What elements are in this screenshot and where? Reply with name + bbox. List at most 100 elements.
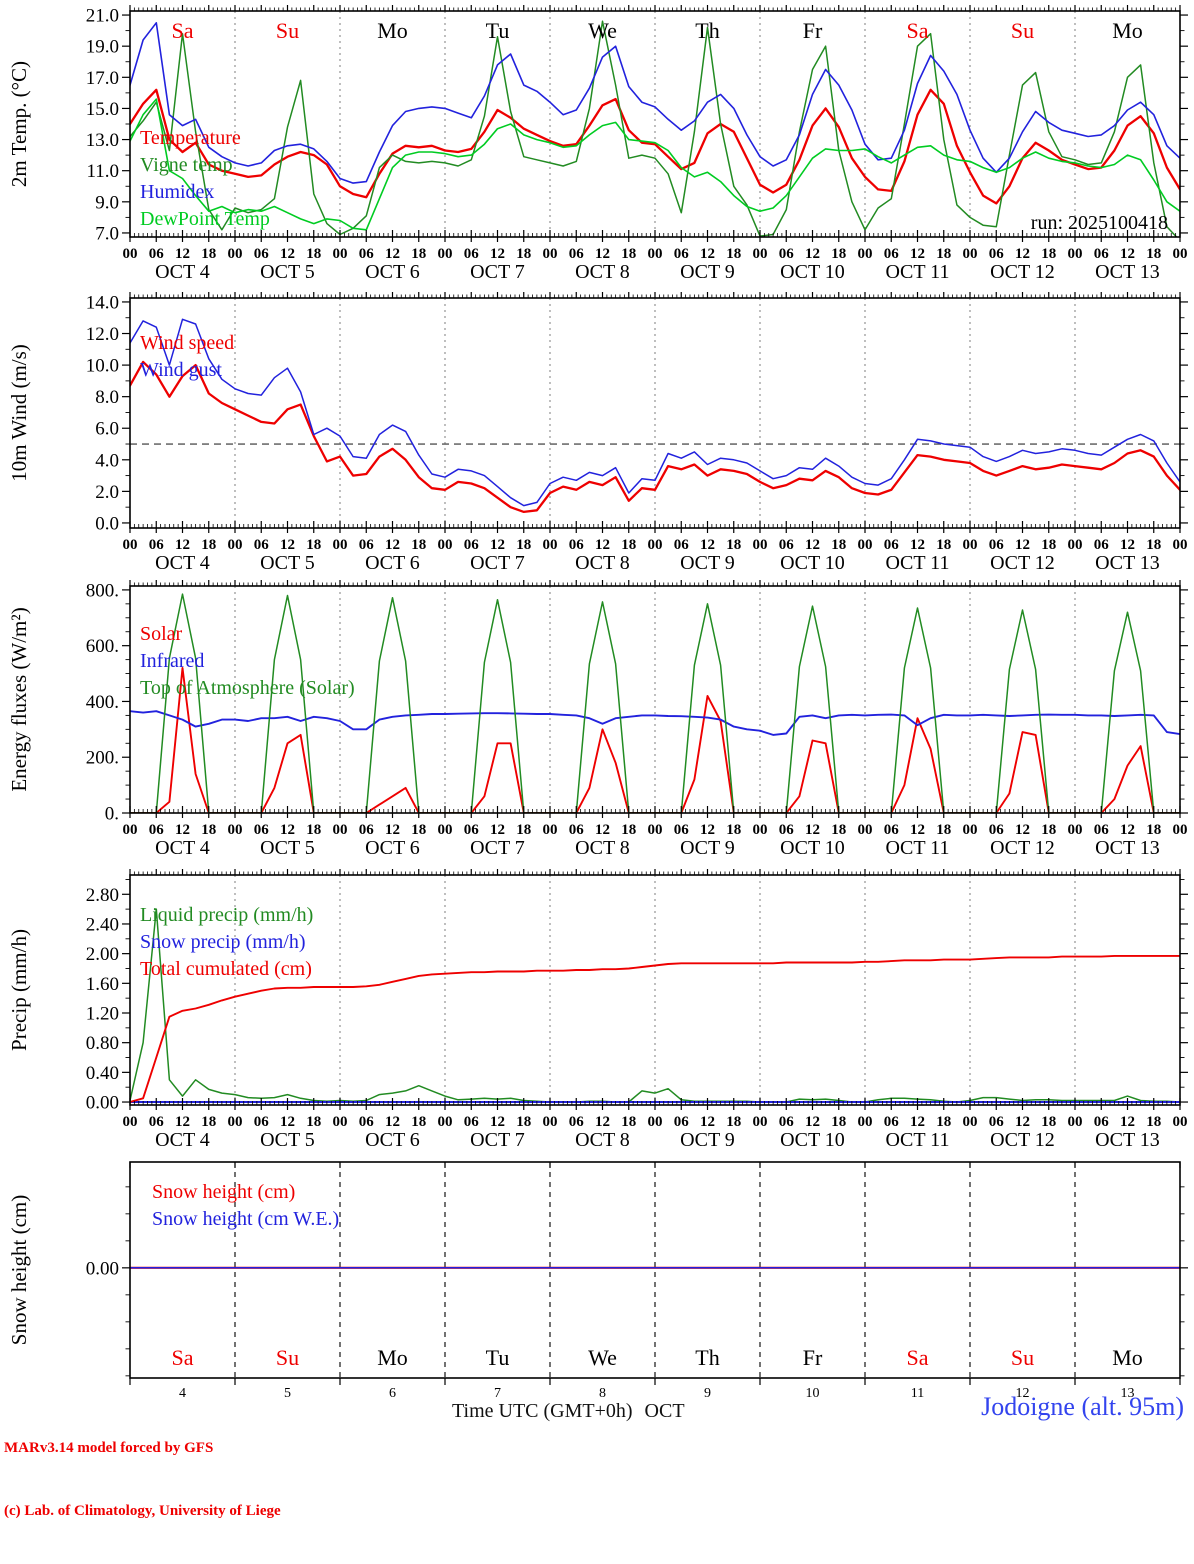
hour-label: 06 bbox=[989, 1114, 1005, 1130]
hour-label: 12 bbox=[1015, 1114, 1030, 1130]
hour-label: 18 bbox=[726, 537, 741, 553]
hour-label: 06 bbox=[884, 822, 900, 838]
hour-label: 00 bbox=[648, 822, 663, 838]
day-number: 4 bbox=[179, 1386, 186, 1401]
hour-label: 18 bbox=[936, 246, 951, 262]
hour-label: 12 bbox=[805, 1114, 820, 1130]
hour-label: 06 bbox=[989, 822, 1005, 838]
hour-label: 18 bbox=[621, 822, 636, 838]
series-dewpoint-temp bbox=[130, 98, 1180, 231]
hour-label: 12 bbox=[385, 1114, 400, 1130]
date-label: OCT 13 bbox=[1095, 552, 1160, 574]
hour-label: 06 bbox=[464, 246, 480, 262]
model-credit: MARv3.14 model forced by GFS (c) Lab. of… bbox=[4, 1396, 281, 1564]
hour-label: 06 bbox=[1094, 246, 1110, 262]
hour-label: 06 bbox=[569, 537, 585, 553]
y-tick-label: 15.0 bbox=[86, 99, 119, 120]
y-tick-label: 800. bbox=[86, 580, 119, 601]
weekday-label: Su bbox=[1011, 18, 1034, 43]
y-tick-label: 6.0 bbox=[95, 419, 119, 440]
series-total-cumulated-cm bbox=[130, 954, 1180, 1103]
legend-vigne-temp: Vigne temp bbox=[140, 154, 233, 176]
hour-label: 12 bbox=[1015, 537, 1030, 553]
hour-label: 06 bbox=[569, 246, 585, 262]
hour-label: 18 bbox=[516, 1114, 531, 1130]
date-label: OCT 10 bbox=[780, 1129, 845, 1151]
series-liquid-precip-mm-h bbox=[130, 908, 1180, 1103]
hour-label: 12 bbox=[385, 537, 400, 553]
hour-label: 18 bbox=[831, 246, 846, 262]
date-label: OCT 12 bbox=[990, 261, 1055, 283]
y-tick-label: 0.40 bbox=[86, 1063, 119, 1084]
y-tick-label: 17.0 bbox=[86, 68, 119, 89]
date-label: OCT 12 bbox=[990, 1129, 1055, 1151]
series-vigne-temp bbox=[130, 20, 1178, 237]
hour-label: 00 bbox=[333, 1114, 348, 1130]
series-top-of-atmosphere-solar bbox=[130, 593, 1180, 813]
hour-label: 00 bbox=[438, 1114, 453, 1130]
legend-infrared: Infrared bbox=[140, 650, 204, 672]
hour-label: 00 bbox=[858, 1114, 873, 1130]
hour-label: 00 bbox=[753, 822, 768, 838]
y-axis-title: Energy fluxes (W/m²) bbox=[7, 607, 31, 791]
hour-label: 06 bbox=[779, 537, 795, 553]
date-label: OCT 9 bbox=[680, 1129, 735, 1151]
hour-label: 06 bbox=[674, 537, 690, 553]
hour-label: 00 bbox=[438, 822, 453, 838]
hour-label: 06 bbox=[674, 1114, 690, 1130]
y-tick-label: 2.00 bbox=[86, 944, 119, 965]
hour-label: 00 bbox=[1068, 1114, 1083, 1130]
hour-label: 00 bbox=[1068, 537, 1083, 553]
hour-label: 12 bbox=[910, 537, 925, 553]
day-number: 8 bbox=[599, 1386, 606, 1401]
hour-label: 12 bbox=[805, 537, 820, 553]
hour-label: 18 bbox=[831, 537, 846, 553]
date-label: OCT 10 bbox=[780, 261, 845, 283]
y-tick-label: 0.00 bbox=[86, 1093, 119, 1114]
hour-label: 18 bbox=[936, 537, 951, 553]
date-label: OCT 9 bbox=[680, 837, 735, 859]
panel-energy: 800. 600. 400. 200. 0. Energy fluxes (W/m²) 00… bbox=[7, 580, 1188, 859]
hour-label: 12 bbox=[1015, 822, 1030, 838]
hour-label: 00 bbox=[543, 246, 558, 262]
hour-label: 00 bbox=[543, 537, 558, 553]
y-tick-label: 2.0 bbox=[95, 482, 119, 503]
day-number: 7 bbox=[494, 1386, 501, 1401]
date-label: OCT 6 bbox=[365, 552, 420, 574]
hour-label: 06 bbox=[254, 822, 270, 838]
hour-label: 06 bbox=[989, 537, 1005, 553]
y-tick-label: 400. bbox=[86, 692, 119, 713]
hour-label: 00 bbox=[438, 246, 453, 262]
day-number: 9 bbox=[704, 1386, 711, 1401]
y-tick-label: 1.60 bbox=[86, 974, 119, 995]
hour-label: 00 bbox=[123, 822, 138, 838]
hour-label: 00 bbox=[1173, 1114, 1188, 1130]
hour-label: 18 bbox=[831, 822, 846, 838]
weekday-label: Su bbox=[276, 1345, 299, 1370]
hour-label: 06 bbox=[254, 537, 270, 553]
station-title: Jodoigne (alt. 95m) bbox=[981, 1392, 1184, 1421]
hour-label: 06 bbox=[779, 246, 795, 262]
y-tick-label: 200. bbox=[86, 748, 119, 769]
hour-label: 12 bbox=[490, 537, 505, 553]
hour-label: 06 bbox=[884, 1114, 900, 1130]
hour-label: 00 bbox=[1173, 246, 1188, 262]
y-tick-label: 1.20 bbox=[86, 1004, 119, 1025]
weekday-label: Mo bbox=[1112, 1345, 1143, 1370]
y-tick-label: 21.0 bbox=[86, 6, 119, 27]
hour-label: 12 bbox=[280, 246, 295, 262]
date-label: OCT 11 bbox=[886, 261, 950, 283]
hour-label: 12 bbox=[595, 822, 610, 838]
panel-precip: 2.80 2.40 2.00 1.60 1.20 0.80 0.40 0.00 Precip (… bbox=[7, 869, 1188, 1151]
hour-label: 06 bbox=[569, 1114, 585, 1130]
y-tick-label: 14.0 bbox=[86, 292, 119, 313]
date-label: OCT 7 bbox=[470, 261, 525, 283]
y-tick-label: 19.0 bbox=[86, 37, 119, 58]
hour-label: 12 bbox=[385, 822, 400, 838]
date-label: OCT 8 bbox=[575, 837, 630, 859]
hour-label: 12 bbox=[700, 1114, 715, 1130]
hour-label: 06 bbox=[254, 246, 270, 262]
hour-label: 18 bbox=[1041, 822, 1056, 838]
hour-label: 12 bbox=[700, 537, 715, 553]
legend-snow-precip-mm-h: Snow precip (mm/h) bbox=[140, 931, 306, 953]
